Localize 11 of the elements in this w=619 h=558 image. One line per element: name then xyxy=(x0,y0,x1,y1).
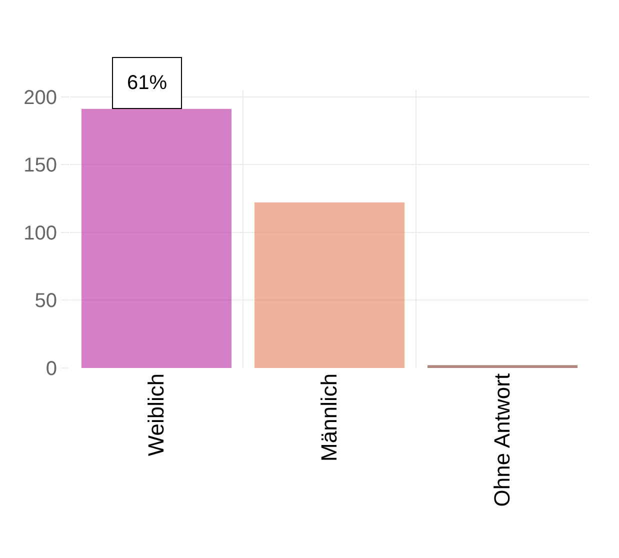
y-tick-label: 200 xyxy=(24,86,57,109)
y-tick-label: 100 xyxy=(24,222,57,244)
y-tick-label: 50 xyxy=(34,290,57,312)
annotation: 61% xyxy=(127,72,168,94)
y-tick-label: 0 xyxy=(46,358,57,380)
bar xyxy=(81,108,232,368)
y-tick-label: 150 xyxy=(24,154,57,177)
x-tick-label: Männlich xyxy=(316,373,342,462)
x-tick-label: Weiblich xyxy=(144,373,169,456)
bar xyxy=(254,202,405,368)
x-tick-label: Ohne Antwort xyxy=(490,373,515,507)
